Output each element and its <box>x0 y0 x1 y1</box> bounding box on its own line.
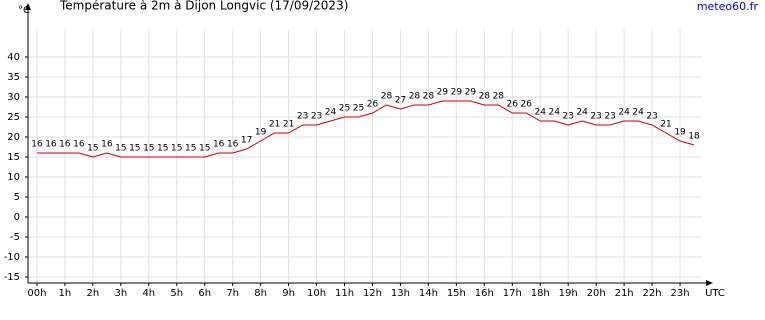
data-label: 16 <box>73 140 85 150</box>
data-label: 15 <box>87 144 98 154</box>
data-label: 24 <box>576 108 588 118</box>
y-tick-label: 10 <box>7 172 20 183</box>
data-label: 29 <box>451 88 463 98</box>
data-label: 16 <box>213 140 225 150</box>
data-label: 23 <box>646 112 657 122</box>
x-tick-label: 17h <box>503 288 522 299</box>
x-tick-label: 6h <box>198 288 211 299</box>
data-label: 24 <box>535 108 547 118</box>
x-tick-label: 12h <box>363 288 382 299</box>
data-label: 29 <box>465 88 477 98</box>
source-link[interactable]: meteo60.fr <box>697 0 759 13</box>
data-label: 28 <box>493 92 505 102</box>
data-label: 16 <box>45 140 57 150</box>
x-tick-label: 22h <box>643 288 662 299</box>
y-tick-label: 40 <box>7 52 20 63</box>
x-tick-label: 13h <box>391 288 410 299</box>
data-label: 15 <box>115 144 126 154</box>
x-tick-label: 9h <box>282 288 295 299</box>
x-tick-label: 7h <box>226 288 239 299</box>
y-tick-label: 5 <box>14 192 20 203</box>
data-label: 24 <box>325 108 337 118</box>
x-tick-label: 11h <box>335 288 354 299</box>
data-label: 25 <box>339 104 350 114</box>
data-label: 15 <box>143 144 154 154</box>
data-label: 24 <box>618 108 630 118</box>
data-label: 19 <box>674 128 686 138</box>
data-label: 28 <box>423 92 435 102</box>
chart-title: Température à 2m à Dijon Longvic (17/09/… <box>59 0 348 13</box>
data-label: 15 <box>157 144 168 154</box>
data-label: 26 <box>367 100 379 110</box>
data-label: 26 <box>507 100 519 110</box>
y-tick-label: 30 <box>7 92 20 103</box>
data-label: 23 <box>590 112 601 122</box>
x-tick-label: 10h <box>307 288 326 299</box>
data-label: 24 <box>548 108 560 118</box>
y-tick-label: 20 <box>7 132 20 143</box>
y-axis-label: °C <box>18 5 30 16</box>
y-tick-label: 25 <box>7 112 20 123</box>
data-label: 26 <box>521 100 533 110</box>
x-tick-label: 8h <box>254 288 267 299</box>
x-tick-label: 5h <box>170 288 183 299</box>
x-tick-label: 00h <box>27 288 46 299</box>
x-tick-label: 18h <box>531 288 550 299</box>
data-label: 15 <box>185 144 196 154</box>
x-tick-label: 21h <box>615 288 634 299</box>
y-tick-label: 0 <box>14 212 20 223</box>
x-tick-label: 16h <box>475 288 494 299</box>
x-tick-label: 23h <box>671 288 690 299</box>
data-label: 16 <box>101 140 113 150</box>
y-axis-arrow <box>25 3 31 10</box>
data-label: 15 <box>171 144 182 154</box>
data-label: 21 <box>660 120 671 130</box>
data-label: 25 <box>353 104 364 114</box>
x-tick-label: 15h <box>447 288 466 299</box>
data-label: 15 <box>199 144 210 154</box>
x-axis-label: UTC <box>705 288 725 299</box>
data-label: 28 <box>409 92 421 102</box>
x-tick-label: 3h <box>114 288 127 299</box>
x-axis-arrow <box>706 280 713 286</box>
x-tick-label: 14h <box>419 288 438 299</box>
data-label: 19 <box>255 128 267 138</box>
x-tick-label: 19h <box>559 288 578 299</box>
data-label: 16 <box>31 140 43 150</box>
data-label: 24 <box>632 108 644 118</box>
x-tick-label: 4h <box>142 288 155 299</box>
temperature-line <box>36 100 695 158</box>
y-tick-label: 35 <box>7 72 20 83</box>
data-label: 23 <box>311 112 322 122</box>
y-tick-label: -5 <box>10 232 20 243</box>
data-label: 23 <box>604 112 615 122</box>
data-label: 27 <box>395 96 406 106</box>
data-label: 21 <box>269 120 280 130</box>
data-label: 28 <box>479 92 491 102</box>
data-label: 18 <box>688 132 700 142</box>
data-label: 15 <box>129 144 140 154</box>
x-tick-label: 20h <box>587 288 606 299</box>
x-tick-label: 2h <box>87 288 100 299</box>
data-label: 17 <box>241 136 252 146</box>
data-label: 29 <box>437 88 449 98</box>
data-label: 28 <box>381 92 393 102</box>
data-label: 21 <box>283 120 294 130</box>
data-label: 23 <box>297 112 308 122</box>
x-tick-label: 1h <box>59 288 72 299</box>
y-tick-label: -15 <box>4 272 20 283</box>
data-label: 16 <box>59 140 71 150</box>
y-tick-label: 15 <box>7 152 20 163</box>
data-label: 16 <box>227 140 239 150</box>
data-label: 23 <box>562 112 573 122</box>
y-tick-label: -10 <box>4 252 20 263</box>
